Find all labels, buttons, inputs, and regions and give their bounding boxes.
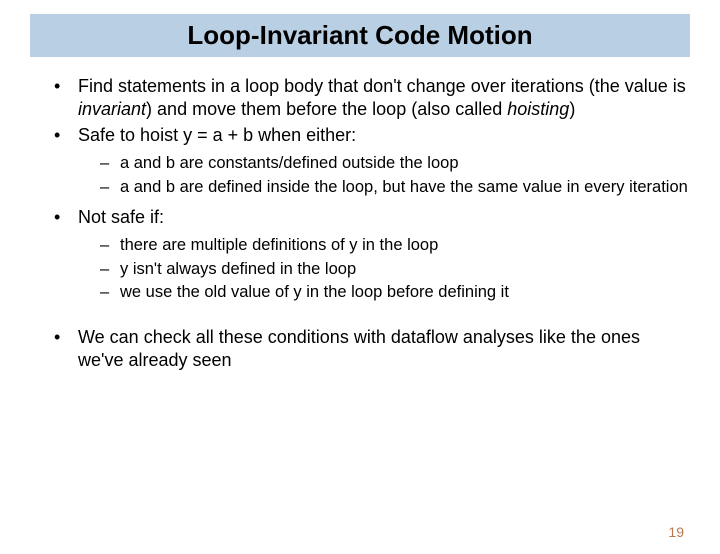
sub-bullet-3-3: we use the old value of y in the loop be… [100, 282, 690, 303]
sub-bullet-list-1: a and b are constants/defined outside th… [78, 153, 690, 198]
bullet-2-text: Safe to hoist y = a + b when either: [78, 125, 356, 145]
bullet-item-4: We can check all these conditions with d… [54, 326, 690, 373]
bullet-list: Find statements in a loop body that don'… [30, 75, 690, 304]
title-bar: Loop-Invariant Code Motion [30, 14, 690, 57]
bullet-item-2: Safe to hoist y = a + b when either: a a… [54, 124, 690, 198]
sub-bullet-2-2: a and b are defined inside the loop, but… [100, 177, 690, 198]
bullet-3-text: Not safe if: [78, 207, 164, 227]
bullet-1-text-mid: ) and move them before the loop (also ca… [146, 99, 507, 119]
page-number: 19 [668, 524, 684, 540]
sub-bullet-3-2: y isn't always defined in the loop [100, 259, 690, 280]
sub-bullet-2-1: a and b are constants/defined outside th… [100, 153, 690, 174]
sub-bullet-3-1: there are multiple definitions of y in t… [100, 235, 690, 256]
bullet-1-italic-1: invariant [78, 99, 146, 119]
bullet-item-1: Find statements in a loop body that don'… [54, 75, 690, 122]
bullet-1-italic-2: hoisting [507, 99, 569, 119]
spacer [30, 312, 690, 326]
bullet-1-text-post: ) [569, 99, 575, 119]
bullet-item-3: Not safe if: there are multiple definiti… [54, 206, 690, 304]
slide-content: Find statements in a loop body that don'… [0, 57, 720, 373]
bullet-list-2: We can check all these conditions with d… [30, 326, 690, 373]
sub-bullet-list-2: there are multiple definitions of y in t… [78, 235, 690, 303]
bullet-4-text: We can check all these conditions with d… [78, 327, 640, 370]
slide-title: Loop-Invariant Code Motion [187, 20, 532, 50]
bullet-1-text-pre: Find statements in a loop body that don'… [78, 76, 686, 96]
